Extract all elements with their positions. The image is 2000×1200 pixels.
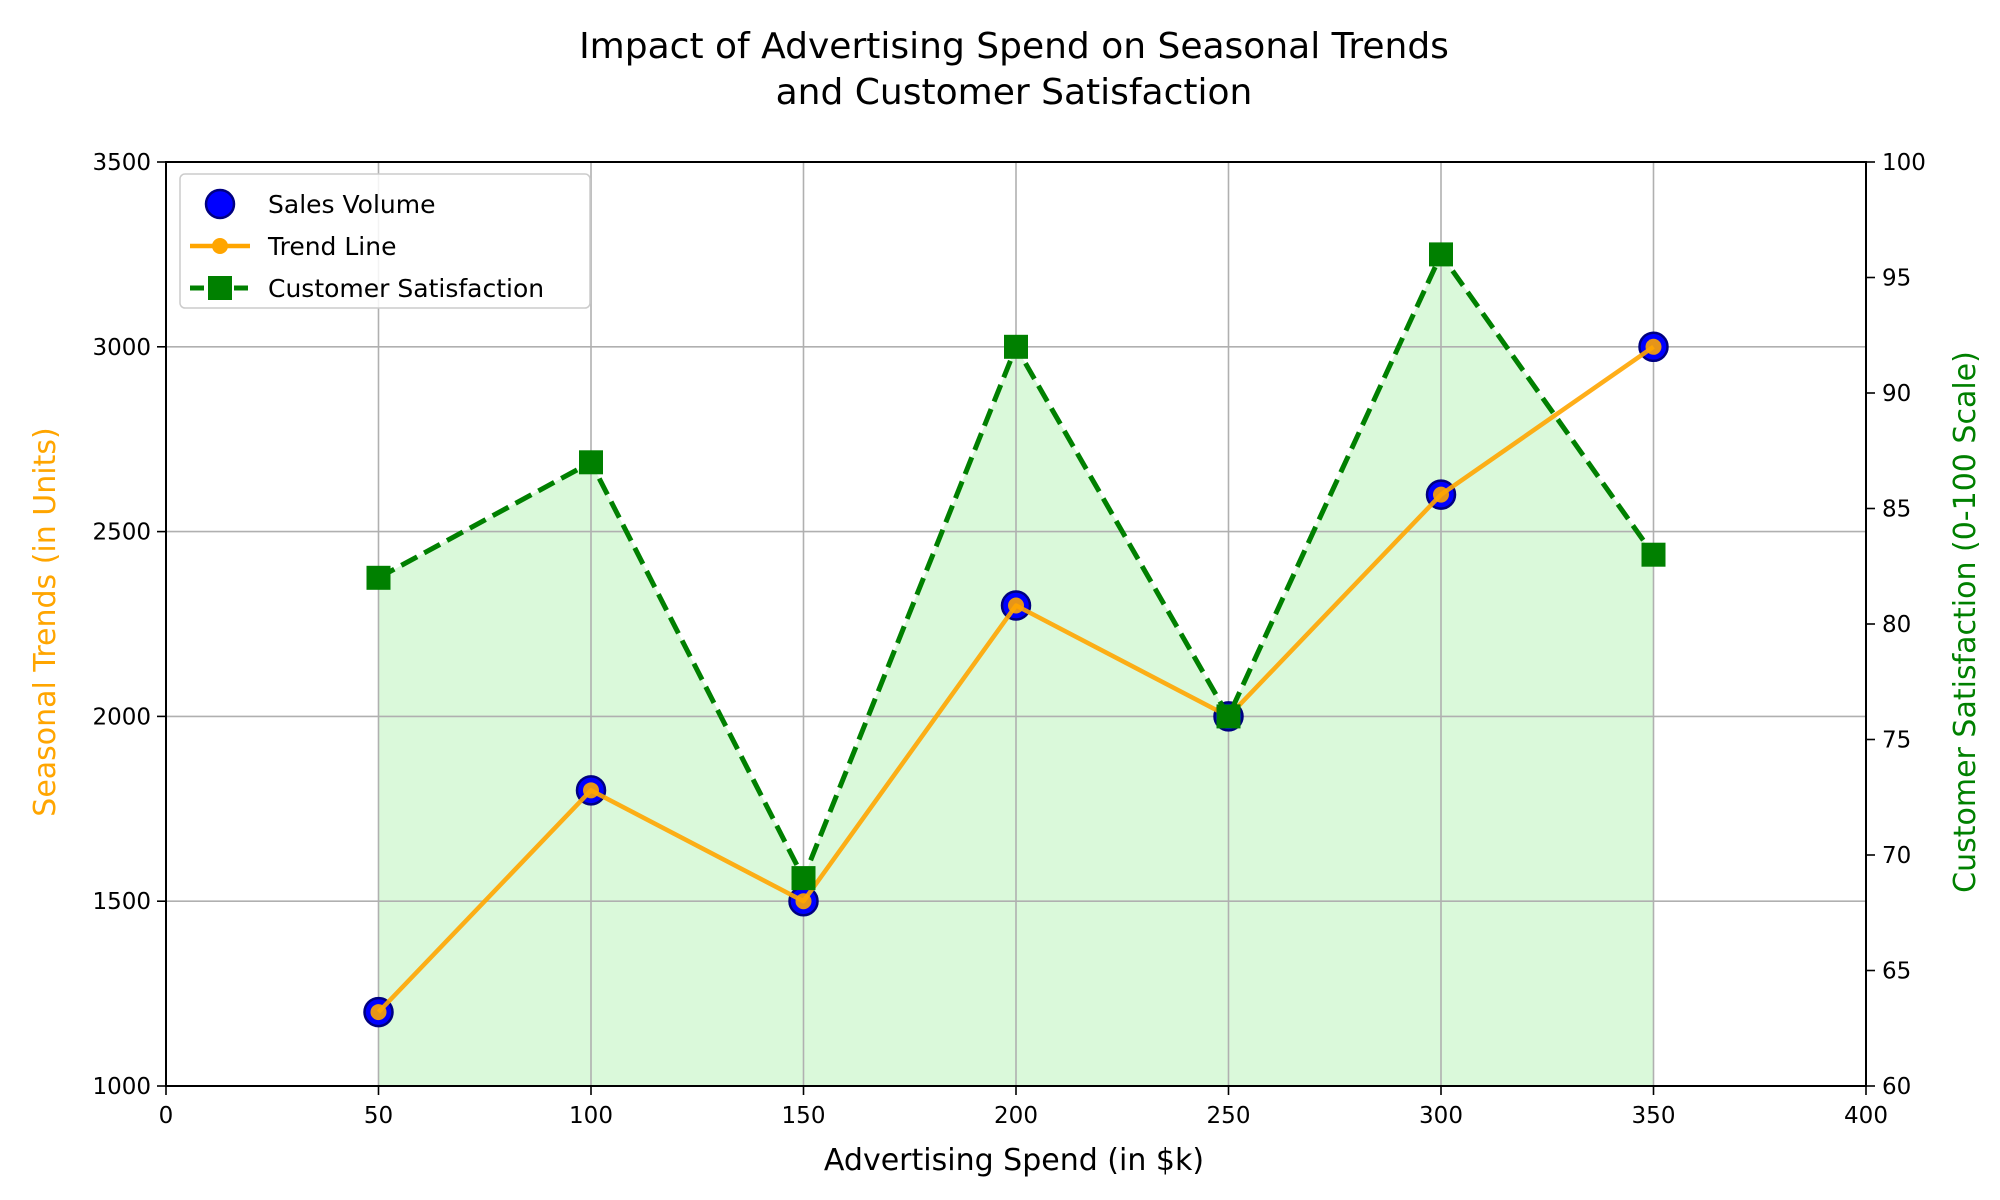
y-left-tick-label: 3500 bbox=[92, 150, 151, 176]
trend-line-point bbox=[370, 1004, 387, 1021]
y-axis-left-label: Seasonal Trends (in Units) bbox=[28, 427, 63, 816]
x-tick-label: 400 bbox=[1844, 1103, 1888, 1129]
trend-line-point bbox=[583, 782, 599, 799]
x-tick-label: 350 bbox=[1632, 1103, 1676, 1129]
y-left-tick-label: 2000 bbox=[92, 704, 151, 730]
trend-line-point bbox=[1008, 597, 1024, 614]
legend-marker-trend bbox=[212, 238, 228, 254]
trend-line-point bbox=[795, 893, 812, 910]
y-right-tick-label: 100 bbox=[1882, 150, 1926, 176]
y-right-tick-label: 60 bbox=[1882, 1074, 1911, 1100]
x-axis-label: Advertising Spend (in $k) bbox=[824, 1143, 1204, 1178]
satisfaction-point bbox=[579, 450, 603, 475]
y-right-tick-label: 75 bbox=[1882, 728, 1911, 754]
x-tick-label: 50 bbox=[364, 1103, 393, 1129]
y-left-tick-label: 3000 bbox=[92, 335, 151, 361]
x-tick-label: 0 bbox=[159, 1103, 174, 1129]
legend-marker-satisfaction bbox=[208, 276, 232, 300]
y-right-tick-label: 90 bbox=[1882, 381, 1911, 407]
x-tick-label: 250 bbox=[1207, 1103, 1251, 1129]
series-layer bbox=[363, 242, 1669, 1028]
tick-layer: 0 50 100 150 200 250 300 350 400 1000 1500 2000 2500… bbox=[92, 150, 1925, 1129]
y-right-tick-label: 95 bbox=[1882, 266, 1911, 292]
x-tick-label: 200 bbox=[994, 1103, 1038, 1129]
chart-title-line-1: Impact of Advertising Spend on Seasonal … bbox=[579, 26, 1449, 67]
satisfaction-point bbox=[791, 866, 816, 891]
trend-line-point bbox=[1433, 486, 1449, 503]
satisfaction-point bbox=[1641, 542, 1666, 567]
x-tick-label: 300 bbox=[1419, 1103, 1463, 1129]
y-right-tick-label: 70 bbox=[1882, 843, 1911, 869]
y-left-tick-label: 2500 bbox=[92, 520, 151, 546]
legend-label: Sales Volume bbox=[268, 190, 435, 219]
satisfaction-point bbox=[1004, 334, 1028, 359]
legend: Sales Volume Trend Line Customer Satisfact… bbox=[179, 173, 591, 309]
chart-title-line-2: and Customer Satisfaction bbox=[776, 72, 1253, 113]
satisfaction-point bbox=[1429, 242, 1453, 267]
y-left-tick-label: 1500 bbox=[92, 889, 151, 915]
y-left-tick-label: 1000 bbox=[92, 1074, 151, 1100]
x-tick-label: 150 bbox=[782, 1103, 826, 1129]
y-axis-right-label: Customer Satisfaction (0-100 Scale) bbox=[1948, 351, 1983, 893]
y-right-tick-label: 85 bbox=[1882, 497, 1911, 523]
legend-label: Trend Line bbox=[267, 232, 396, 261]
trend-line-point bbox=[1645, 338, 1662, 355]
text-layer: Impact of Advertising Spend on Seasonal … bbox=[28, 26, 1983, 1178]
y-right-tick-label: 65 bbox=[1882, 959, 1911, 985]
satisfaction-point bbox=[366, 565, 391, 590]
legend-label: Customer Satisfaction bbox=[268, 274, 544, 303]
legend-marker-sales-volume bbox=[204, 188, 236, 220]
satisfaction-point bbox=[1216, 704, 1241, 729]
legend-box bbox=[179, 173, 591, 309]
x-tick-label: 100 bbox=[569, 1103, 613, 1129]
y-right-tick-label: 80 bbox=[1882, 612, 1911, 638]
